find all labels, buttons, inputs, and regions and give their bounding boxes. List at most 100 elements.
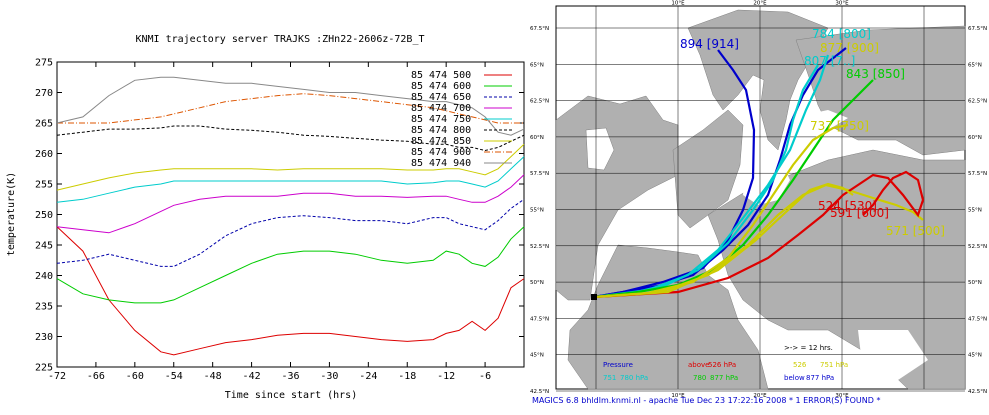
legend-label: 85 474 650 [411, 92, 471, 103]
series-line-6 [56, 143, 525, 191]
lon-label: 20°E [753, 393, 767, 399]
plot-area [56, 61, 525, 368]
trajectory-894 [593, 49, 756, 299]
traj-label: 524 [530] [818, 199, 877, 213]
trajectory-map-panel: 67.5°N 67.5°N 65°N 65°N 62.5°N 62.5°N 60°N 60°N… [528, 0, 989, 411]
series-line-7 [57, 93, 524, 124]
traj-label: 843 [850] [846, 67, 905, 81]
lat-label: 57.5°N [530, 171, 549, 177]
series-line-5 [56, 125, 525, 152]
lon-label: 10°E [671, 1, 685, 7]
lat-label: 52.5°N [530, 244, 549, 250]
lat-label: 65°N [530, 62, 544, 68]
legend-above-value: 526 hPa [708, 361, 736, 369]
series-line-8 [56, 76, 525, 136]
x-tick-label: -12 [437, 371, 455, 382]
y-tick-label: 275 [35, 58, 53, 69]
lat-label: 55°N [968, 208, 982, 214]
lat-label: 42.5°N [530, 389, 549, 395]
legend-label: 85 474 850 [411, 136, 471, 147]
legend-751: 751 [603, 374, 616, 382]
trajectory-map: 67.5°N 67.5°N 65°N 65°N 62.5°N 62.5°N 60°N 60°N… [528, 0, 989, 411]
x-tick-label: -36 [281, 371, 299, 382]
lat-label: 62.5°N [968, 99, 987, 105]
legend-below-value: 877 hPa [806, 374, 834, 382]
lat-label: 62.5°N [530, 99, 549, 105]
x-tick-label: -24 [359, 371, 377, 382]
legend-751-hpa: 751 hPa [820, 361, 848, 369]
y-tick-label: 270 [35, 88, 53, 99]
x-tick-label: -54 [165, 371, 183, 382]
map-grid [556, 6, 965, 392]
legend-877-hpa: 877 hPa [710, 374, 738, 382]
y-tick-label: 255 [35, 180, 53, 191]
series-line-4 [56, 156, 525, 203]
legend-label: 85 474 500 [411, 70, 471, 81]
traj-label: 894 [914] [680, 37, 739, 51]
x-axis-label: Time since start (hrs) [225, 390, 357, 401]
legend-label: 85 474 800 [411, 125, 471, 136]
traj-label: 807 [7..] [804, 54, 855, 68]
pressure-legend: Pressure above 526 hPa 526 751 hPa 751 7… [603, 361, 848, 382]
lon-label: 30°E [835, 393, 849, 399]
lon-label: 30°E [835, 1, 849, 7]
x-tick-label: -48 [204, 371, 222, 382]
series-line-1 [56, 226, 525, 304]
series-line-0 [56, 226, 525, 356]
lat-label: 45°N [968, 353, 982, 359]
trajectory-591 [593, 170, 925, 299]
legend-label: 85 474 700 [411, 103, 471, 114]
lat-label: 57.5°N [968, 171, 987, 177]
lat-label: 60°N [530, 135, 544, 141]
lon-label: 20°E [753, 1, 767, 7]
trajectory-524 [593, 182, 854, 299]
x-tick-label: -42 [243, 371, 261, 382]
trajectory-labels: 894 [914] 784 [800] 877 [900] 843 [850] … [680, 27, 945, 238]
lon-label: 10°E [671, 393, 685, 399]
y-tick-label: 230 [35, 332, 53, 343]
timestep-note: >-> = 12 hrs. [784, 344, 833, 352]
lat-label: 67.5°N [968, 26, 987, 32]
trajectory-843 [593, 79, 874, 299]
start-marker [591, 294, 597, 300]
legend-above: above [688, 361, 709, 369]
y-axis-label: temperature(K) [6, 172, 17, 256]
traj-label: 877 [900] [820, 41, 879, 55]
legend-526: 526 [793, 361, 807, 369]
series-line-2 [56, 198, 525, 267]
trajectory-784 [593, 54, 830, 299]
y-tick-label: 245 [35, 241, 53, 252]
lat-label: 47.5°N [968, 316, 987, 322]
traj-label: 591 [600] [830, 206, 889, 220]
x-tick-label: -66 [87, 371, 105, 382]
x-tick-label: -6 [479, 371, 491, 382]
lat-label: 52.5°N [968, 244, 987, 250]
y-tick-label: 265 [35, 119, 53, 130]
y-tick-label: 225 [35, 363, 53, 374]
latitude-labels: 67.5°N 67.5°N 65°N 65°N 62.5°N 62.5°N 60°N 60°N… [530, 26, 987, 395]
map-footer: MAGICS 6.8 bhldlm.knmi.nl - apache Tue D… [532, 396, 880, 405]
legend-pressure: Pressure [603, 361, 633, 369]
lat-label: 55°N [530, 208, 544, 214]
x-tick-label: -72 [48, 371, 66, 382]
chart-title: KNMI trajectory server TRAJKS :ZHn22-260… [136, 34, 425, 45]
legend-label: 85 474 900 [411, 147, 471, 158]
x-tick-label: -60 [126, 371, 144, 382]
y-tick-label: 250 [35, 210, 53, 221]
y-tick-label: 235 [35, 302, 53, 313]
y-tick-label: 260 [35, 149, 53, 160]
lat-label: 47.5°N [530, 316, 549, 322]
legend-below: below [784, 374, 805, 382]
legend-780: 780 [693, 374, 706, 382]
lat-label: 50°N [530, 280, 544, 286]
lat-label: 50°N [968, 280, 982, 286]
legend-label: 85 474 600 [411, 81, 471, 92]
legend-780-hpa: 780 hPa [620, 374, 648, 382]
longitude-labels: 10°E 10°E 20°E 20°E 30°E 30°E [671, 1, 849, 400]
temperature-chart: KNMI trajectory server TRAJKS :ZHn22-260… [6, 34, 525, 401]
x-tick-label: -18 [398, 371, 416, 382]
traj-label: 571 [500] [886, 224, 945, 238]
series-line-3 [56, 174, 525, 234]
trajectory-paths [593, 47, 925, 299]
trajectory-877 [593, 47, 847, 299]
